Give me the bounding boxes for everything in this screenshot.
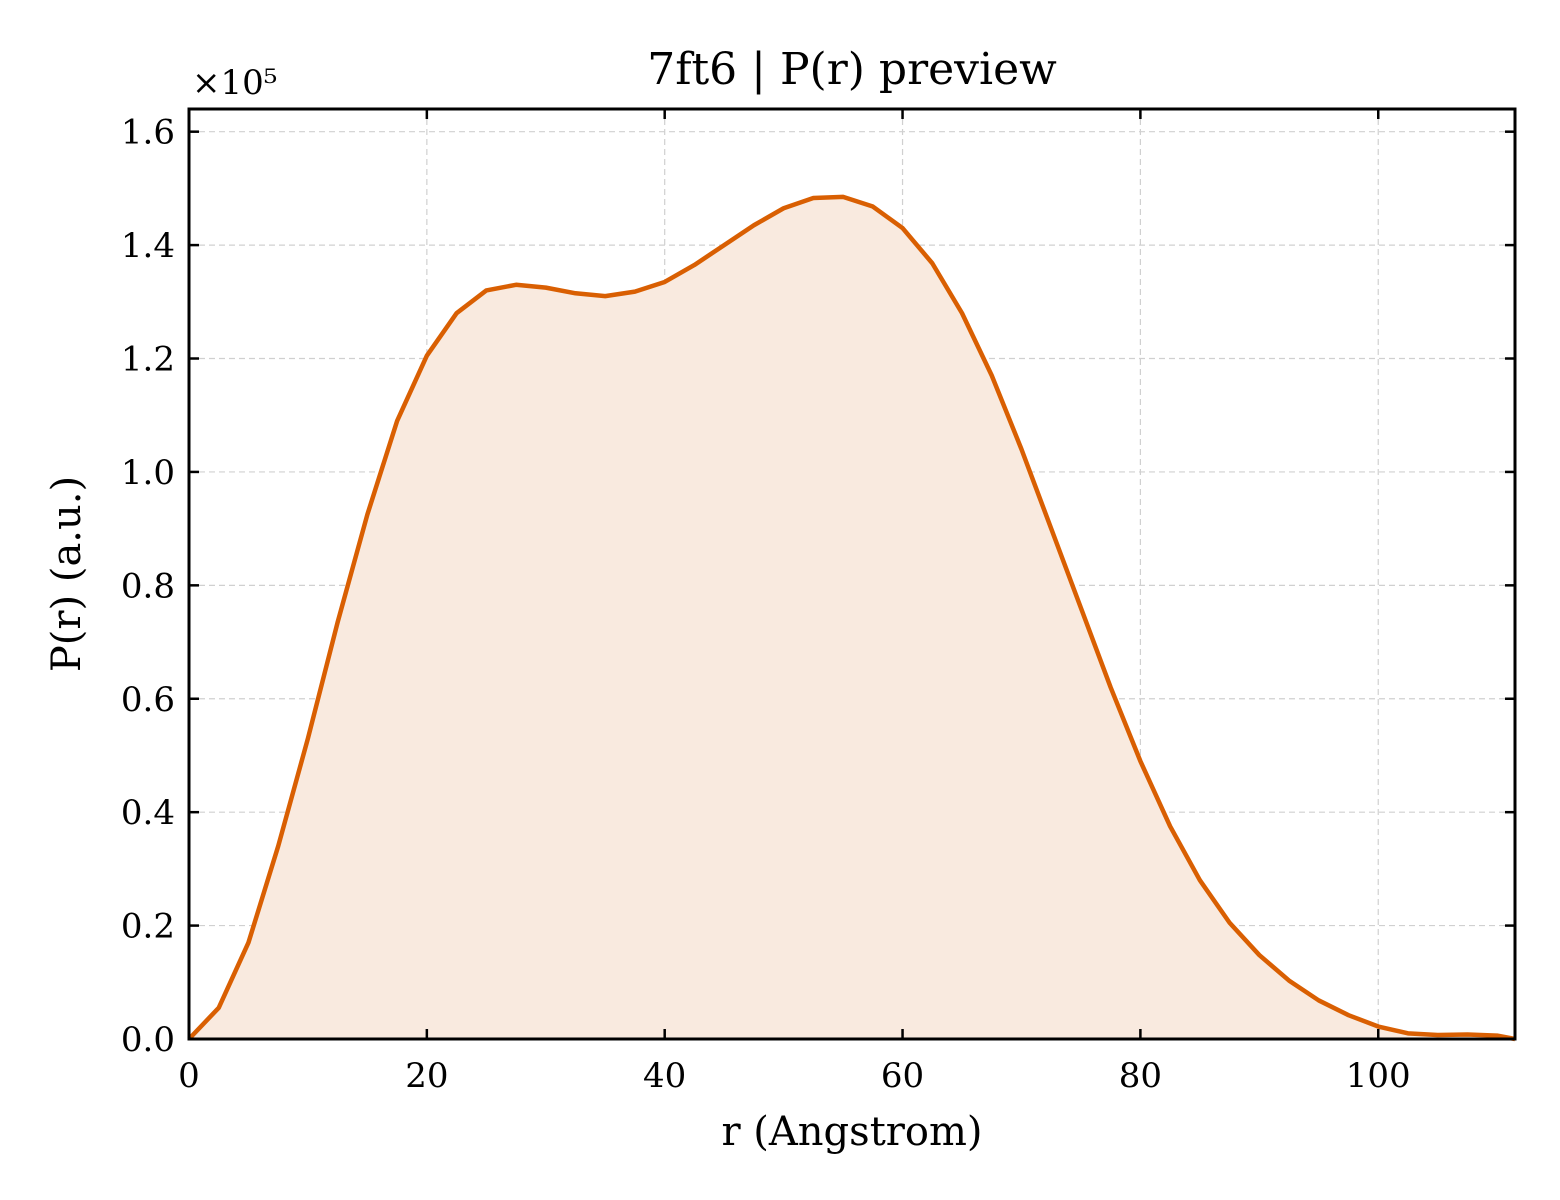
x-tick-label: 80	[1119, 1056, 1162, 1096]
y-tick-label: 0.4	[121, 793, 175, 833]
y-offset-label: ×10⁵	[192, 63, 277, 103]
x-tick-label: 0	[178, 1056, 200, 1096]
chart-title: 7ft6 | P(r) preview	[647, 44, 1057, 95]
y-tick-label: 1.2	[121, 340, 175, 380]
plot-frame	[187, 107, 1517, 1041]
pr-area-fill	[189, 196, 1515, 1039]
x-tick-label: 20	[405, 1056, 448, 1096]
pr-series-line	[187, 194, 1516, 1042]
y-tick-label: 1.0	[121, 453, 175, 493]
y-tick-label: 0.2	[121, 907, 175, 947]
y-tick-label: 0.8	[121, 566, 175, 606]
y-tick-label: 1.6	[121, 113, 175, 153]
x-tick-label: 40	[643, 1056, 686, 1096]
tick-labels: 0 20 40 60 80 100 0.0 0.2 0.4 0.6 0.8 1.0 1.2 1.4 1.6	[121, 113, 1411, 1096]
y-tick-label: 1.4	[121, 226, 175, 266]
axis-ticks	[187, 109, 1515, 1041]
x-tick-label: 100	[1346, 1056, 1411, 1096]
y-axis-label: P(r) (a.u.)	[44, 476, 90, 672]
x-axis-label: r (Angstrom)	[721, 1109, 982, 1155]
y-tick-label: 0.6	[121, 680, 175, 720]
y-tick-label: 0.0	[121, 1020, 175, 1060]
x-tick-label: 60	[881, 1056, 924, 1096]
